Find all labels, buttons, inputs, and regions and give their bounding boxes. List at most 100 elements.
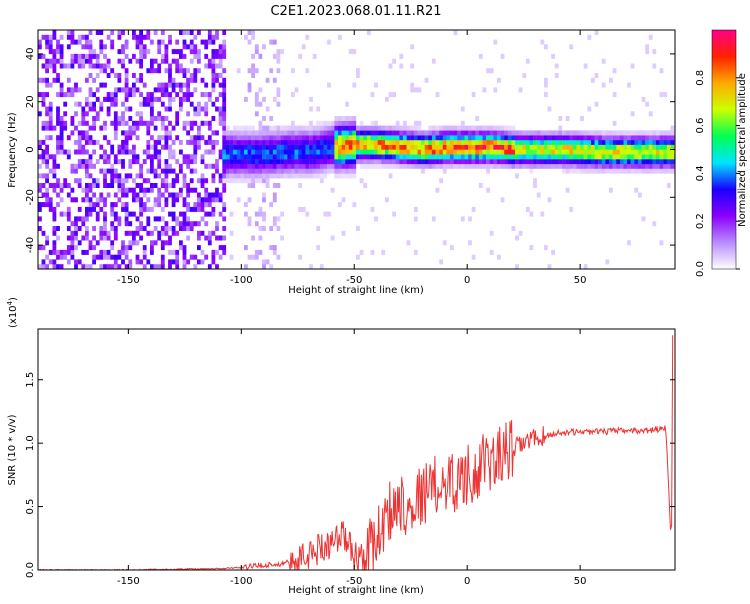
spectrogram-cell xyxy=(229,173,234,179)
spectrogram-cell xyxy=(171,149,176,155)
spectrogram-cell xyxy=(327,125,331,131)
spectrogram-cell xyxy=(211,192,216,198)
spectrogram-cell xyxy=(204,120,209,126)
spectrogram-cell xyxy=(139,92,143,98)
spectrogram-cell xyxy=(656,168,660,174)
spectrogram-cell xyxy=(262,226,266,231)
spectrogram-cell xyxy=(366,149,371,155)
spectrogram-cell xyxy=(160,226,165,231)
spectrogram-cell xyxy=(222,149,227,155)
spectrogram-cell xyxy=(121,111,125,117)
spectrogram-cell xyxy=(222,249,227,255)
spectrogram-cell xyxy=(580,135,584,141)
spectrogram-cell xyxy=(623,159,628,165)
spectrogram-cell xyxy=(92,192,96,198)
spectrogram-cell xyxy=(128,92,133,98)
spectrogram-cell xyxy=(345,149,349,155)
spectrogram-cell xyxy=(171,259,176,265)
spectrogram-cell xyxy=(551,154,555,160)
spectrogram-cell xyxy=(345,101,349,107)
spectrogram-cell xyxy=(287,144,292,150)
spectrogram-cell xyxy=(356,68,360,74)
spectrogram-cell xyxy=(504,144,508,150)
spectrogram-cell xyxy=(428,144,433,150)
spectrogram-cell xyxy=(193,77,198,83)
spectrogram-cell xyxy=(269,116,274,121)
spectrogram-cell xyxy=(132,197,136,203)
spectrogram-cell xyxy=(276,101,281,107)
spectrogram-cell xyxy=(139,77,143,83)
spectrogram-cell xyxy=(518,87,523,93)
spectrogram-cell xyxy=(171,216,176,222)
spectrogram-cell xyxy=(627,149,631,155)
spectrogram-cell xyxy=(254,144,259,150)
spectrogram-cell xyxy=(533,154,537,160)
spectrogram-cell xyxy=(189,44,194,50)
spectrogram-cell xyxy=(645,163,649,169)
spectrogram-cell xyxy=(413,249,418,255)
spectrogram-cell xyxy=(88,139,93,145)
spectrogram-cell xyxy=(547,264,552,269)
spectrogram-cell xyxy=(327,82,331,88)
spectrogram-cell xyxy=(211,163,216,169)
spectrogram-cell xyxy=(70,254,75,260)
spectrogram-cell xyxy=(497,135,501,141)
spectrogram-cell xyxy=(518,230,523,236)
spectrogram-cell xyxy=(41,63,46,69)
snr-frame xyxy=(37,328,676,571)
spectrogram-cell xyxy=(352,149,357,155)
spectrogram-cell xyxy=(471,139,476,145)
spectrogram-cell xyxy=(92,235,96,241)
spectrogram-cell xyxy=(309,144,313,150)
spectrogram-cell xyxy=(218,73,223,78)
spectrogram-cell xyxy=(85,173,89,179)
spectrogram-cell xyxy=(533,163,537,169)
spectrogram-cell xyxy=(160,135,165,141)
spectrogram-cell xyxy=(652,144,657,150)
spectrogram-cell xyxy=(312,163,317,169)
spectrogram-cell xyxy=(659,135,664,141)
spectrogram-cell xyxy=(92,120,96,126)
spectrogram-cell xyxy=(254,68,259,74)
spectrogram-cell xyxy=(385,149,389,155)
spectrogram-cell xyxy=(56,235,60,241)
spectrogram-cell xyxy=(117,221,122,227)
spectrogram-cell xyxy=(70,130,75,136)
spectrogram-cell xyxy=(301,159,306,165)
spectrogram-cell xyxy=(59,149,64,155)
spectrogram-cell xyxy=(645,130,649,136)
spectrogram-cell xyxy=(186,187,190,193)
spectrogram-cell xyxy=(301,130,306,136)
spectrogram-cell xyxy=(85,216,89,222)
spectrogram-cell xyxy=(439,154,443,160)
spectrogram-cell xyxy=(56,144,60,150)
spectrogram-cell xyxy=(77,39,82,45)
spectrogram-cell xyxy=(41,264,46,269)
spectrogram-cell xyxy=(186,92,190,98)
spectrogram-cell xyxy=(142,120,147,126)
spectrogram-cell xyxy=(124,187,129,193)
spectrogram-cell xyxy=(236,144,241,150)
spectrogram-cell xyxy=(52,159,57,165)
spectrogram-cell xyxy=(486,139,490,145)
spectrogram-cell xyxy=(287,173,292,179)
spectrogram-cell xyxy=(88,87,93,93)
spectrogram-cell xyxy=(211,63,216,69)
spectrogram-cell xyxy=(168,144,172,150)
spectrogram-cell xyxy=(648,139,653,145)
spectrogram-cell xyxy=(587,154,592,160)
spectrogram-cell xyxy=(652,159,657,165)
spectrogram-cell xyxy=(175,173,180,179)
spectrogram-cell xyxy=(74,58,78,64)
spectrogram-cell xyxy=(45,159,49,165)
spectrogram-cell xyxy=(316,154,321,160)
spectrogram-cell xyxy=(262,116,266,121)
spectrogram-cell xyxy=(385,154,389,160)
spectrogram-cell xyxy=(623,135,628,141)
spectrogram-cell xyxy=(497,149,501,155)
spectrogram-cell xyxy=(99,68,104,74)
spectrogram-cell xyxy=(244,163,248,169)
spectrogram-cell xyxy=(113,120,118,126)
spectrogram-cell xyxy=(330,139,335,145)
spectrogram-cell xyxy=(500,144,505,150)
